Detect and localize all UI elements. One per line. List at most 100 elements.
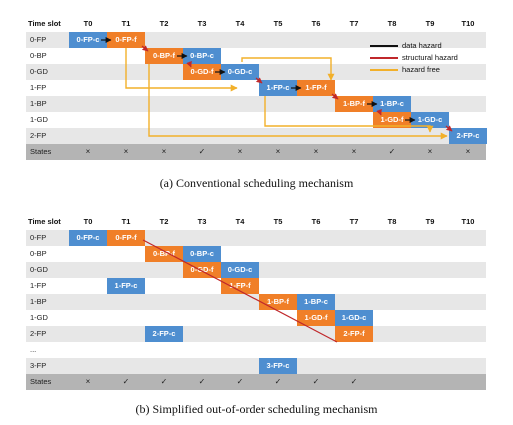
task-1-bp-c: 1-BP-c — [297, 294, 335, 310]
task-0-gd-c: 0-GD-c — [221, 262, 259, 278]
task-1-fp-f: 1-FP-f — [297, 80, 335, 96]
state-cell: ✓ — [236, 377, 244, 386]
slot-header-t10: T10 — [461, 217, 475, 226]
row-label: 1-BP — [30, 297, 47, 306]
structural-hazard-arrow — [186, 60, 192, 68]
legend-line — [370, 45, 398, 47]
slot-header-t6: T6 — [311, 217, 321, 226]
slot-header-t8: T8 — [387, 217, 397, 226]
states-label: States — [30, 147, 52, 156]
state-cell: × — [161, 147, 167, 156]
task-1-gd-f: 1-GD-f — [373, 112, 411, 128]
state-cell: × — [123, 147, 129, 156]
slot-header-t9: T9 — [425, 217, 435, 226]
structural-hazard-arrow — [141, 45, 149, 52]
slot-header-t8: T8 — [387, 19, 397, 28]
task-1-gd-c: 1-GD-c — [411, 112, 449, 128]
row-label: 0-GD — [30, 265, 48, 274]
out-of-order-schedule-table: Time slot T0 T1 T2 T3 T4 T5 T6 T7 T8 T9 T10 0-FP 0-… — [26, 214, 486, 390]
slot-header-t7: T7 — [349, 217, 359, 226]
structural-hazard-arrow — [331, 93, 339, 100]
state-cell: ✓ — [160, 377, 168, 386]
state-cell: × — [85, 377, 91, 386]
slot-header-t3: T3 — [197, 19, 207, 28]
state-cell: ✓ — [198, 147, 206, 156]
states-row: States × ✓ ✓ ✓ ✓ ✓ ✓ ✓ — [26, 374, 486, 390]
task-0-gd-f: 0-GD-f — [183, 64, 221, 80]
row-1-gd: 1-GD — [26, 310, 486, 326]
hazard-free-arrow — [125, 48, 238, 92]
row-label: 1-GD — [30, 115, 48, 124]
legend-item: hazard free — [366, 64, 486, 76]
row-label: 1-FP — [30, 83, 47, 92]
slot-header-t1: T1 — [121, 217, 131, 226]
state-cell: ✓ — [274, 377, 282, 386]
hazard-free-arrow — [148, 64, 448, 140]
task-1-fp-c: 1-FP-c — [259, 80, 297, 96]
row-label: 2-FP — [30, 131, 47, 140]
slot-header-t3: T3 — [197, 217, 207, 226]
task-2-fp-c: 2-FP-c — [145, 326, 183, 342]
state-cell: ✓ — [198, 377, 206, 386]
task-1-fp-c: 1-FP-c — [107, 278, 145, 294]
states-label: States — [30, 377, 52, 386]
task-1-gd-f: 1-GD-f — [297, 310, 335, 326]
slot-header-t2: T2 — [159, 217, 169, 226]
task-1-fp-f: 1-FP-f — [221, 278, 259, 294]
task-0-gd-c: 0-GD-c — [221, 64, 259, 80]
slot-header-t1: T1 — [121, 19, 131, 28]
task-1-gd-c: 1-GD-c — [335, 310, 373, 326]
row-label: 0-BP — [30, 51, 47, 60]
hazard-free-arrow — [264, 96, 434, 133]
task-3-fp-c: 3-FP-c — [259, 358, 297, 374]
slot-header-t7: T7 — [349, 19, 359, 28]
task-0-fp-f: 0-FP-f — [107, 32, 145, 48]
row-3-fp: 3-FP — [26, 358, 486, 374]
row-1-fp: 1-FP — [26, 278, 486, 294]
state-cell: ✓ — [122, 377, 130, 386]
task-0-fp-c: 0-FP-c — [69, 32, 107, 48]
state-cell: × — [85, 147, 91, 156]
task-0-bp-c: 0-BP-c — [183, 48, 221, 64]
state-cell: ✓ — [388, 147, 396, 156]
slot-header-t5: T5 — [273, 217, 283, 226]
state-cell: × — [313, 147, 319, 156]
task-0-fp-c: 0-FP-c — [69, 230, 107, 246]
row-label: 1-GD — [30, 313, 48, 322]
row-0-bp: 0-BP — [26, 246, 486, 262]
slot-header-t0: T0 — [83, 217, 93, 226]
slot-header-t4: T4 — [235, 19, 245, 28]
caption-a: (a) Conventional scheduling mechanism — [159, 176, 354, 190]
row-label: 1-BP — [30, 99, 47, 108]
legend-item: data hazard — [366, 40, 486, 52]
legend-label: structural hazard — [402, 53, 458, 62]
row-label: 0-BP — [30, 249, 47, 258]
hazard-free-arrow — [241, 57, 335, 81]
structural-hazard-arrow — [445, 125, 453, 132]
task-0-bp-c: 0-BP-c — [183, 246, 221, 262]
structural-hazard-arrow — [376, 108, 382, 116]
task-1-bp-c: 1-BP-c — [373, 96, 411, 112]
row-label: 1-FP — [30, 281, 47, 290]
slot-header-t10: T10 — [461, 19, 475, 28]
legend-line — [370, 57, 398, 59]
legend-label: hazard free — [402, 65, 440, 74]
row-label: 0-GD — [30, 67, 48, 76]
legend: data hazard structural hazard hazard free — [366, 40, 486, 76]
row-ellipsis: ... — [26, 342, 486, 358]
task-2-fp-c: 2-FP-c — [449, 128, 487, 144]
legend-label: data hazard — [402, 41, 442, 50]
slot-header-t9: T9 — [425, 19, 435, 28]
row-label: 0-FP — [30, 233, 47, 242]
row-1-fp: 1-FP — [26, 80, 486, 96]
state-cell: ✓ — [312, 377, 320, 386]
slot-header-t4: T4 — [235, 217, 245, 226]
row-1-bp: 1-BP — [26, 294, 486, 310]
row-label: 0-FP — [30, 35, 47, 44]
task-0-fp-f: 0-FP-f — [107, 230, 145, 246]
row-label: 3-FP — [30, 361, 47, 370]
row-label: ... — [30, 345, 37, 354]
structural-hazard-line — [142, 239, 338, 343]
time-slot-header: Time slot — [28, 217, 61, 226]
